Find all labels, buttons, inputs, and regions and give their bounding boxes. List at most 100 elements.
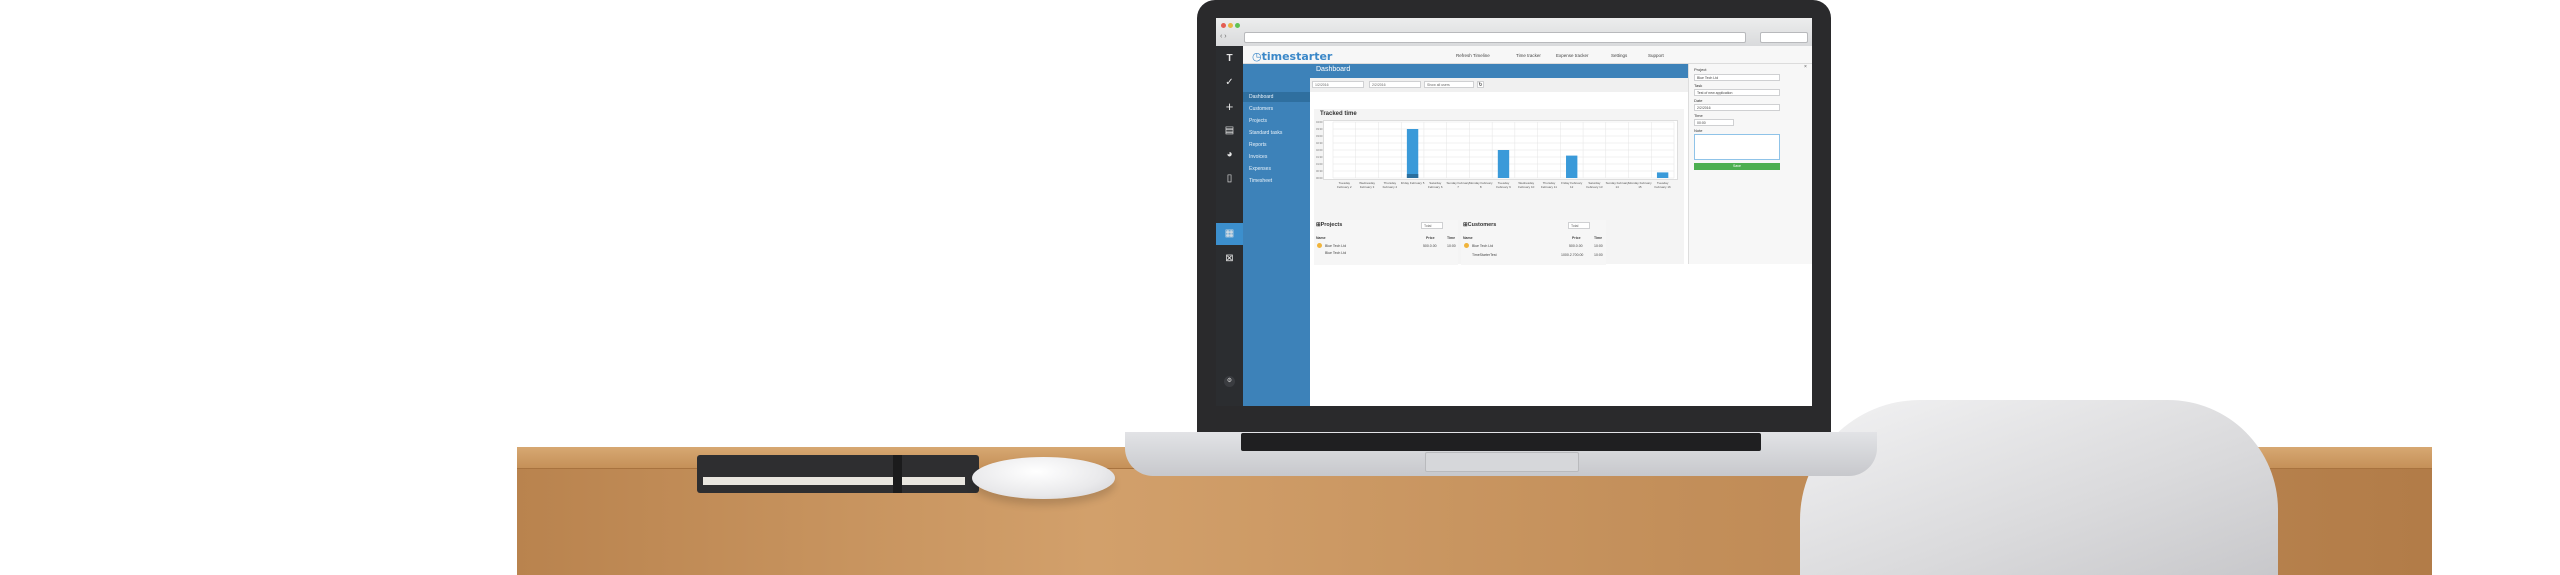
chart-bar[interactable] [1656,172,1669,178]
logo-mark-icon[interactable]: T [1226,53,1233,64]
chart-x-tick-label: Friday February 12 [1561,181,1583,189]
tracked-time-chart [1332,121,1675,179]
settings-link[interactable]: Settings [1611,53,1628,58]
chart-x-tick-label: Thursday February 11 [1540,181,1557,189]
customer-row-price: 500.0.00 [1568,244,1583,248]
document-icon[interactable]: ▯ [1226,173,1233,184]
customers-total-select[interactable]: Total [1568,222,1590,229]
settings-icon[interactable]: ⚙ [1224,376,1235,387]
form-close-icon[interactable]: × [1804,64,1807,70]
project-label: Project [1694,67,1707,72]
pie-icon[interactable]: ◕ [1226,149,1233,160]
chart-y-tick-label: 02:00 [1316,148,1323,152]
nav-active-highlight [1243,92,1310,102]
close-box-icon[interactable]: ⊠ [1225,253,1234,264]
nav-item-standard-tasks[interactable]: Standard tasks [1249,130,1283,136]
chart-bar[interactable] [1406,129,1419,178]
nav-item-invoices[interactable]: Invoices [1249,154,1268,160]
task-label: Task [1694,83,1703,88]
chart-x-tick-label: Friday February 5 [1400,181,1425,185]
chart-x-tick-label: Saturday February 6 [1428,181,1443,189]
time-field[interactable]: 00:00 [1694,119,1734,126]
chart-x-tick-label: Monday February 8 [1469,181,1493,189]
customer-avatar [1464,243,1469,248]
time-tracker-link[interactable]: Time tracker [1516,53,1541,58]
chart-bar-segment [1406,174,1419,178]
browser-toolbar: ‹ › [1216,18,1812,47]
projects-total-select[interactable]: Total [1421,222,1443,229]
expense-tracker-link[interactable]: Expense tracker [1556,53,1589,58]
chart-x-tick-label: Thursday February 4 [1382,181,1398,189]
customers-header-price: Price [1572,236,1581,240]
filter-bar [1310,78,1688,92]
customer-row-2-price: 1000.2.700.00 [1561,253,1584,257]
task-select[interactable]: Test of new application [1694,89,1780,96]
nav-item-reports[interactable]: Reports [1249,142,1267,148]
stack-icon[interactable]: ▤ [1224,125,1235,136]
nav-item-expenses[interactable]: Expenses [1249,166,1271,172]
note-label: Note [1694,128,1703,133]
notebook [697,455,979,493]
chart-y-tick-label: 04:00 [1316,120,1323,124]
nav-item-projects[interactable]: Projects [1249,118,1268,124]
clock-logo-icon: ◷ [1252,50,1262,63]
plus-icon[interactable]: + [1225,99,1234,114]
project-row-price: 500.0.00 [1422,244,1437,248]
chart-x-tick-label: Tuesday February 9 [1496,181,1511,189]
save-button[interactable]: Save [1694,163,1780,170]
chart-y-tick-label: 02:30 [1316,141,1323,145]
keyboard [1241,433,1761,451]
zoom-window-icon[interactable] [1235,23,1240,28]
chart-bar[interactable] [1497,150,1510,178]
tracked-time-title: Tracked time [1320,111,1357,117]
chart-x-tick-label: Tuesday February 2 [1337,181,1352,189]
chart-x-tick-label: Tuesday February 16 [1654,181,1671,189]
chart-x-tick-label: Wednesday February 3 [1359,181,1375,189]
chart-y-tick-label: 00:30 [1316,169,1323,173]
refresh-icon[interactable]: ↻ [1477,81,1484,88]
minimize-window-icon[interactable] [1228,23,1233,28]
date-label: Date [1694,98,1703,103]
dashboard-header [1310,64,1688,78]
nav-item-customers[interactable]: Customers [1249,106,1274,112]
chart-x-tick-label: Sunday February 14 [1605,181,1629,189]
customers-title-text: Customers [1467,222,1497,228]
date-field[interactable]: 2/2/2016 [1694,104,1780,111]
note-textarea[interactable] [1694,134,1780,160]
time-label: Time [1694,113,1703,118]
chart-y-tick-label: 01:30 [1316,155,1323,159]
support-link[interactable]: Support [1648,53,1664,58]
nav-item-dashboard[interactable]: Dashboard [1249,94,1274,100]
customer-row-time: 10:00 [1594,244,1603,248]
project-row-name[interactable]: Blue Tech Ltd [1325,244,1347,248]
customers-header-time: Time [1594,236,1603,240]
nav-item-timesheet[interactable]: Timesheet [1249,178,1273,184]
check-icon[interactable]: ✓ [1225,77,1234,88]
grid-icon[interactable]: ▦ [1224,228,1235,239]
customers-title: ⊞Customers [1463,222,1497,228]
close-window-icon[interactable] [1221,23,1226,28]
chart-x-tick-label: Saturday February 13 [1586,181,1603,189]
date-from-field[interactable]: 1/2/2016 [1312,81,1364,88]
chair [1800,400,2278,575]
chart-bar[interactable] [1566,155,1578,178]
page-title: Dashboard [1316,66,1351,73]
chart-x-tick-label: Wednesday February 10 [1518,181,1535,189]
project-select[interactable]: Blue Tech Ltd [1694,74,1780,81]
browser-search-box[interactable] [1760,32,1808,43]
customers-header-name: Name [1463,236,1473,240]
users-select[interactable]: Show all users [1424,81,1474,88]
refresh-timeline-link[interactable]: Refresh Timeline [1456,53,1490,58]
chart-y-tick-label: 01:00 [1316,162,1323,166]
date-to-field[interactable]: 2/2/2016 [1369,81,1421,88]
customer-row-2-name[interactable]: TimeStarterTest [1472,253,1497,257]
customer-row-name[interactable]: Blue Tech Ltd [1472,244,1494,248]
project-row-2-name[interactable]: Blue Tech Ltd [1325,251,1347,255]
projects-title-text: Projects [1320,222,1343,228]
chart-x-tick-label: Monday February 15 [1628,181,1652,189]
project-row-time: 10:00 [1447,244,1456,248]
address-bar[interactable] [1244,32,1746,43]
chart-x-tick-label: Sunday February 7 [1446,181,1470,189]
app-logo[interactable]: ◷timestarter [1252,50,1332,63]
back-forward-icon[interactable]: ‹ › [1220,33,1227,40]
